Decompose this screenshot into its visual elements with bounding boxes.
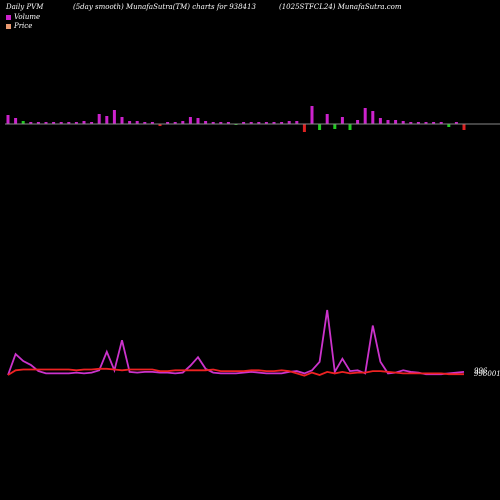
volume-bar bbox=[105, 116, 109, 124]
volume-bar bbox=[173, 122, 177, 124]
legend-price-label: Price bbox=[14, 22, 33, 30]
volume-bar bbox=[409, 122, 413, 124]
volume-bar bbox=[257, 122, 261, 124]
chart-title: (5day smooth) MunafaSutra(TM) charts for… bbox=[73, 3, 256, 11]
volume-bar bbox=[226, 122, 230, 124]
volume-bar bbox=[272, 122, 276, 124]
volume-bar bbox=[249, 122, 253, 124]
volume-bar bbox=[21, 121, 25, 124]
price-end-value-label: 996001.0 bbox=[474, 370, 500, 378]
volume-bar bbox=[439, 122, 443, 124]
chart-type-label: Daily PVM bbox=[6, 3, 44, 11]
volume-bar bbox=[416, 122, 420, 124]
volume-bar bbox=[204, 121, 208, 124]
volume-bar bbox=[188, 117, 192, 124]
volume-bar bbox=[454, 122, 458, 124]
volume-bar bbox=[356, 120, 360, 124]
legend-price-swatch bbox=[6, 23, 11, 29]
price-lines bbox=[7, 309, 465, 377]
volume-bar bbox=[386, 120, 390, 124]
volume-bar bbox=[318, 124, 322, 130]
volume-bar bbox=[74, 122, 78, 124]
volume-bar bbox=[340, 117, 344, 124]
volume-bar bbox=[432, 122, 436, 124]
volume-bar bbox=[302, 124, 306, 132]
volume-bar bbox=[447, 124, 451, 127]
volume-bar bbox=[295, 121, 299, 124]
volume-bar bbox=[44, 122, 48, 124]
volume-bar bbox=[181, 121, 185, 124]
legend-volume-label: Volume bbox=[14, 13, 41, 21]
smooth-price-line bbox=[7, 309, 465, 376]
volume-bar bbox=[120, 117, 124, 124]
volume-bar bbox=[14, 118, 18, 124]
volume-bar bbox=[143, 122, 147, 124]
volume-bar bbox=[348, 124, 352, 130]
volume-bar bbox=[287, 121, 291, 124]
legend-price: Price bbox=[6, 22, 32, 30]
volume-bar bbox=[128, 121, 132, 124]
volume-bar bbox=[325, 114, 329, 124]
volume-bar bbox=[242, 122, 246, 124]
volume-bar bbox=[378, 118, 382, 124]
volume-bars bbox=[6, 106, 466, 132]
volume-bar bbox=[401, 121, 405, 124]
chart-source: (1025STFCL24) MunafaSutra.com bbox=[279, 3, 402, 11]
price-line bbox=[7, 367, 464, 377]
volume-bar bbox=[280, 122, 284, 124]
volume-bar bbox=[394, 120, 398, 124]
volume-bar bbox=[219, 122, 223, 124]
volume-bar bbox=[82, 121, 86, 124]
volume-bar bbox=[371, 111, 375, 124]
volume-bar bbox=[67, 122, 71, 124]
volume-bar bbox=[462, 124, 466, 130]
legend-volume: Volume bbox=[6, 13, 40, 21]
volume-bar bbox=[196, 118, 200, 124]
volume-bar bbox=[166, 122, 170, 124]
volume-bar bbox=[211, 122, 215, 124]
volume-bar bbox=[135, 121, 139, 124]
price-end-label: 996 bbox=[474, 367, 488, 375]
volume-bar bbox=[424, 122, 428, 124]
legend-volume-swatch bbox=[6, 14, 11, 20]
volume-bar bbox=[6, 115, 10, 124]
volume-bar bbox=[333, 124, 337, 129]
volume-bar bbox=[97, 114, 101, 124]
volume-bar bbox=[310, 106, 314, 124]
volume-bar bbox=[264, 122, 268, 124]
volume-bar bbox=[29, 122, 33, 124]
volume-bar bbox=[158, 124, 162, 126]
volume-bar bbox=[52, 122, 56, 124]
volume-bar bbox=[90, 122, 94, 124]
volume-bar bbox=[112, 110, 116, 124]
volume-bar bbox=[363, 108, 367, 124]
volume-bar bbox=[36, 122, 40, 124]
volume-bar bbox=[150, 122, 154, 124]
volume-bar bbox=[59, 122, 63, 124]
